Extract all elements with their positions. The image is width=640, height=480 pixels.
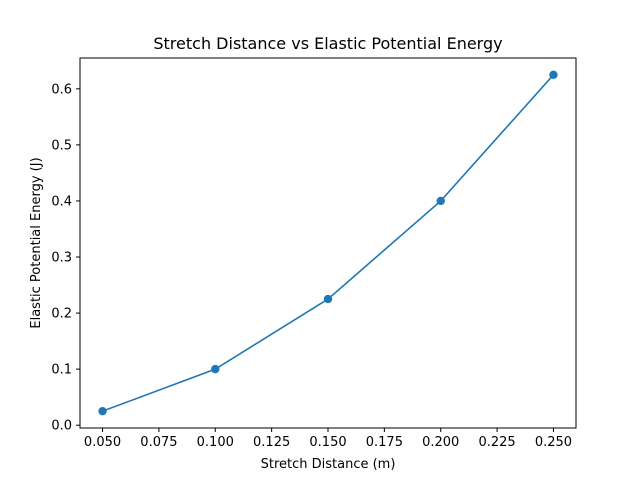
data-point xyxy=(549,70,558,80)
data-point xyxy=(323,294,333,304)
x-tick-label: 0.150 xyxy=(309,435,346,450)
x-tick-label: 0.250 xyxy=(535,435,572,450)
x-tick-label: 0.200 xyxy=(422,435,459,450)
y-tick-label: 0.1 xyxy=(51,363,72,378)
x-tick-label: 0.175 xyxy=(366,435,403,450)
x-axis-label: Stretch Distance (m) xyxy=(261,457,396,472)
x-tick-label: 0.050 xyxy=(84,435,121,450)
chart-title: Stretch Distance vs Elastic Potential En… xyxy=(153,34,502,53)
plot-frame xyxy=(79,57,577,429)
data-point xyxy=(436,196,445,206)
y-axis-label: Elastic Potential Energy (J) xyxy=(29,157,44,328)
series-line xyxy=(102,74,555,412)
y-tick-label: 0.6 xyxy=(51,82,72,97)
x-axis-ticks: 0.050 0.075 0.100 0.125 0.150 0.175 0.200 0.225… xyxy=(84,428,572,450)
y-tick-label: 0.4 xyxy=(51,194,72,209)
x-tick-label: 0.075 xyxy=(140,435,177,450)
y-axis-ticks: 0.0 0.1 0.2 0.3 0.4 0.5 0.6 xyxy=(51,82,80,434)
x-tick-label: 0.225 xyxy=(478,435,515,450)
y-tick-label: 0.0 xyxy=(51,419,72,434)
y-tick-label: 0.2 xyxy=(51,307,72,322)
y-tick-label: 0.3 xyxy=(51,251,72,266)
y-tick-label: 0.5 xyxy=(51,138,72,153)
x-tick-label: 0.125 xyxy=(253,435,290,450)
data-point xyxy=(98,406,107,416)
series-layer xyxy=(98,70,558,416)
data-point xyxy=(211,364,220,374)
plot-area xyxy=(79,57,577,429)
x-tick-label: 0.100 xyxy=(197,435,234,450)
